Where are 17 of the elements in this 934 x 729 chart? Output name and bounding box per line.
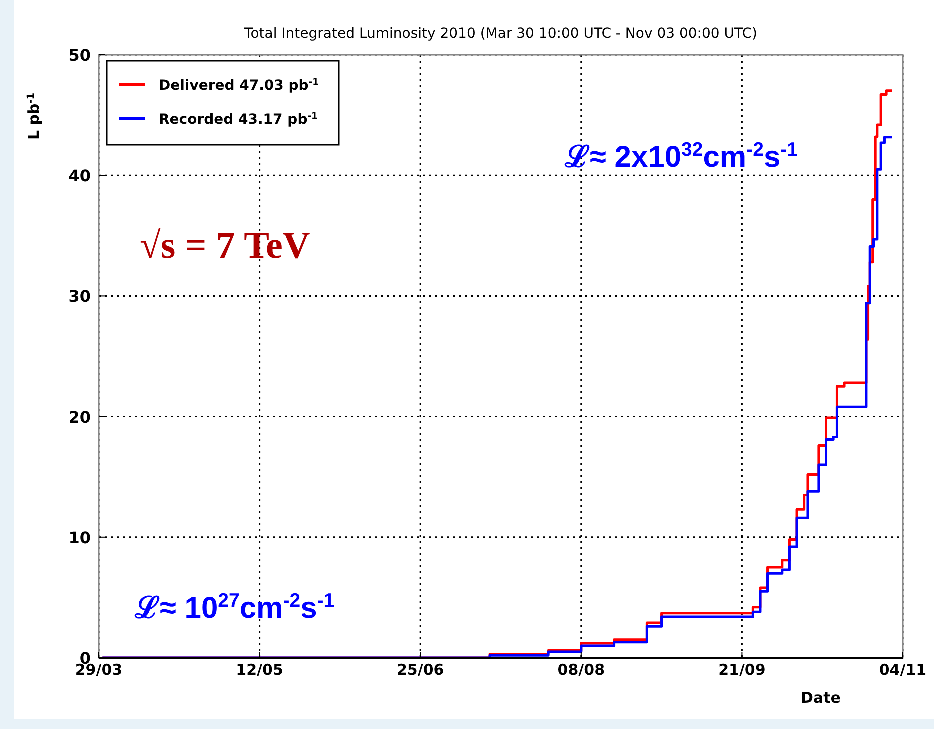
x-tick-label: 21/09: [718, 661, 766, 679]
x-tick-label: 12/05: [236, 661, 284, 679]
legend-label: Recorded 43.17 pb$^{-1}$: [159, 112, 318, 128]
y-tick-label: 30: [68, 287, 91, 306]
x-tick-label: 04/11: [879, 661, 927, 679]
y-tick-label: 20: [68, 408, 91, 427]
annotation: √s = 7 TeV: [140, 225, 311, 267]
legend-label: Delivered 47.03 pb$^{-1}$: [159, 78, 319, 94]
annotation: ℒ≈ 2x10$^{32}$cm$^{-2}$s$^{-1}$: [564, 139, 798, 174]
annotation: ℒ≈ 10$^{27}$cm$^{-2}$s$^{-1}$: [134, 590, 335, 625]
y-tick-label: 50: [68, 46, 91, 65]
chart-title: Total Integrated Luminosity 2010 (Mar 30 10:00 UTC - Nov 03 00:00 UTC): [244, 26, 758, 42]
x-axis-title: Date: [801, 689, 841, 707]
y-tick-label: 40: [68, 166, 91, 186]
x-tick-label: 25/06: [396, 661, 444, 679]
x-tick-label: 08/08: [558, 661, 606, 679]
y-tick-label: 10: [68, 528, 91, 548]
